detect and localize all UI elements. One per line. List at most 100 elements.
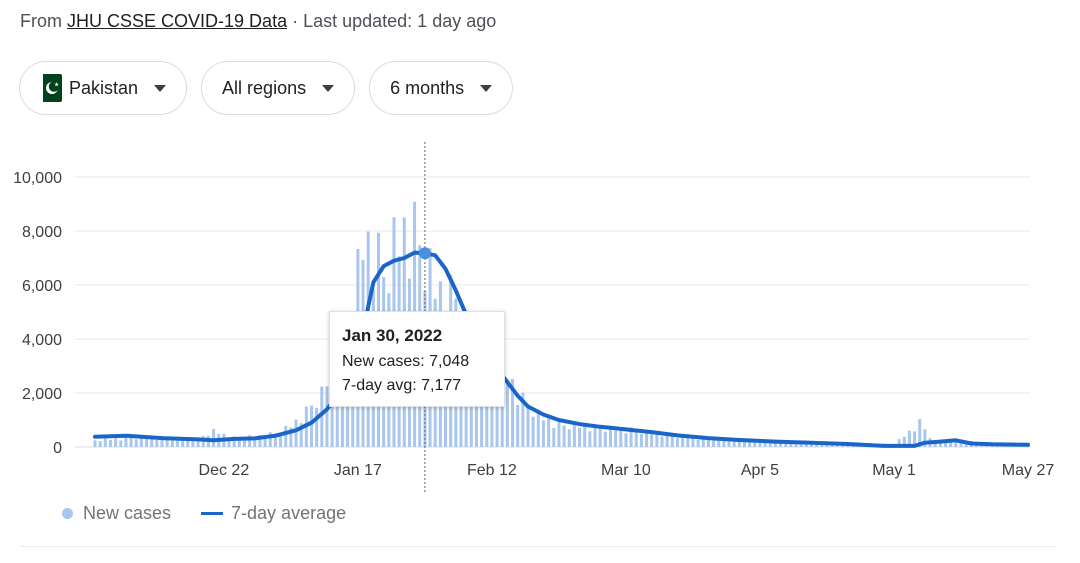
new-cases-bar bbox=[175, 438, 179, 447]
new-cases-bar bbox=[949, 441, 953, 447]
new-cases-bar bbox=[155, 440, 159, 447]
new-cases-bar bbox=[660, 436, 664, 447]
new-cases-bar bbox=[907, 430, 911, 447]
new-cases-bar bbox=[727, 439, 731, 447]
new-cases-bar bbox=[480, 375, 484, 447]
new-cases-bar bbox=[954, 439, 958, 447]
new-cases-bar bbox=[603, 431, 607, 447]
new-cases-bar bbox=[691, 437, 695, 447]
region-label: All regions bbox=[222, 77, 307, 98]
new-cases-bar bbox=[913, 431, 917, 447]
new-cases-bar bbox=[181, 440, 185, 447]
new-cases-bar bbox=[273, 433, 277, 447]
new-cases-bar bbox=[639, 433, 643, 447]
chevron-down-icon bbox=[480, 84, 493, 92]
new-cases-bar bbox=[737, 439, 741, 447]
pakistan-flag-icon bbox=[38, 74, 62, 102]
new-cases-bar bbox=[191, 440, 195, 447]
new-cases-bar bbox=[531, 416, 535, 447]
new-cases-bar bbox=[918, 419, 922, 447]
new-cases-bar bbox=[748, 441, 752, 447]
new-cases-bar bbox=[742, 440, 746, 447]
new-cases-bar bbox=[284, 425, 288, 447]
new-cases-bar bbox=[753, 440, 757, 447]
new-cases-bar bbox=[624, 433, 628, 447]
new-cases-bar bbox=[335, 388, 339, 447]
source-prefix: From bbox=[20, 11, 62, 31]
new-cases-bar bbox=[232, 436, 236, 447]
new-cases-bar bbox=[536, 409, 540, 447]
new-cases-bar bbox=[670, 435, 674, 447]
hover-marker bbox=[418, 247, 431, 260]
new-cases-bar bbox=[696, 439, 700, 447]
x-tick-label: Dec 22 bbox=[199, 462, 250, 479]
new-cases-bar bbox=[701, 437, 705, 447]
new-cases-bar bbox=[645, 429, 649, 447]
average-line-layer bbox=[93, 142, 1030, 492]
new-cases-bar bbox=[114, 438, 118, 447]
new-cases-bar bbox=[93, 440, 97, 447]
new-cases-bar bbox=[150, 437, 154, 447]
new-cases-bar bbox=[608, 426, 612, 447]
average-line bbox=[93, 250, 1030, 448]
legend-average: 7-day average bbox=[231, 503, 347, 523]
new-cases-bar bbox=[650, 433, 654, 447]
new-cases-bar bbox=[598, 428, 602, 447]
new-cases-bar bbox=[237, 437, 241, 447]
country-label: Pakistan bbox=[69, 77, 139, 98]
new-cases-bar bbox=[593, 424, 597, 447]
region-dropdown[interactable]: All regions bbox=[201, 61, 356, 115]
y-tick-label: 10,000 bbox=[13, 170, 62, 187]
x-tick-label: Mar 10 bbox=[601, 462, 651, 479]
y-tick-label: 2,000 bbox=[22, 386, 62, 403]
new-cases-bar bbox=[681, 435, 685, 447]
average-line-icon bbox=[201, 512, 224, 515]
x-tick-label: May 27 bbox=[1002, 462, 1055, 479]
chart-tooltip: Jan 30, 2022 New cases: 7,048 7-day avg:… bbox=[329, 311, 505, 407]
period-dropdown[interactable]: 6 months bbox=[369, 61, 514, 115]
legend-new-cases: New cases bbox=[83, 503, 172, 523]
new-cases-bar bbox=[588, 431, 592, 447]
new-cases-bar bbox=[289, 427, 293, 447]
country-dropdown[interactable]: Pakistan bbox=[19, 61, 188, 115]
new-cases-bar bbox=[773, 440, 777, 447]
tooltip-average: 7-day avg: 7,177 bbox=[342, 377, 462, 394]
new-cases-bar bbox=[763, 440, 767, 447]
new-cases-bar bbox=[263, 437, 267, 447]
x-tick-label: Feb 12 bbox=[467, 462, 517, 479]
new-cases-bar bbox=[103, 438, 107, 447]
new-cases-bar bbox=[959, 440, 963, 447]
source-link[interactable]: JHU CSSE COVID-19 Data bbox=[67, 11, 288, 31]
axis-labels: 0 2,000 4,000 6,000 8,000 10,000 Dec 22 Jan 17 F… bbox=[13, 170, 1054, 479]
new-cases-bar bbox=[634, 430, 638, 447]
x-tick-label: Apr 5 bbox=[741, 462, 779, 479]
tooltip-date: Jan 30, 2022 bbox=[342, 326, 443, 345]
new-cases-bar bbox=[279, 433, 283, 447]
new-cases-bar bbox=[196, 437, 200, 447]
new-cases-bar bbox=[665, 432, 669, 447]
chevron-down-icon bbox=[154, 84, 167, 92]
new-cases-bar bbox=[578, 427, 582, 447]
new-cases-bar bbox=[923, 429, 927, 447]
new-cases-bar bbox=[938, 442, 942, 447]
new-cases-bar bbox=[212, 428, 216, 447]
new-cases-bar bbox=[717, 438, 721, 447]
new-cases-bar bbox=[572, 422, 576, 447]
new-cases-bar bbox=[325, 386, 329, 447]
y-tick-label: 0 bbox=[53, 440, 62, 457]
chart-legend: New cases 7-day average bbox=[62, 503, 346, 524]
new-cases-bar bbox=[933, 442, 937, 447]
new-cases-bar bbox=[521, 392, 525, 447]
new-cases-bar bbox=[732, 441, 736, 447]
new-cases-bar bbox=[145, 438, 149, 447]
new-cases-bar bbox=[583, 425, 587, 447]
x-tick-label: Jan 17 bbox=[334, 462, 382, 479]
new-cases-bar bbox=[242, 438, 246, 447]
cases-chart[interactable]: 0 2,000 4,000 6,000 8,000 10,000 Dec 22 Jan 17 F… bbox=[0, 130, 1080, 495]
divider bbox=[20, 546, 1056, 547]
new-cases-bar bbox=[505, 378, 509, 447]
new-cases-bar bbox=[944, 440, 948, 447]
new-cases-bar bbox=[315, 407, 319, 447]
new-cases-bar bbox=[614, 430, 618, 447]
new-cases-bar bbox=[768, 442, 772, 447]
